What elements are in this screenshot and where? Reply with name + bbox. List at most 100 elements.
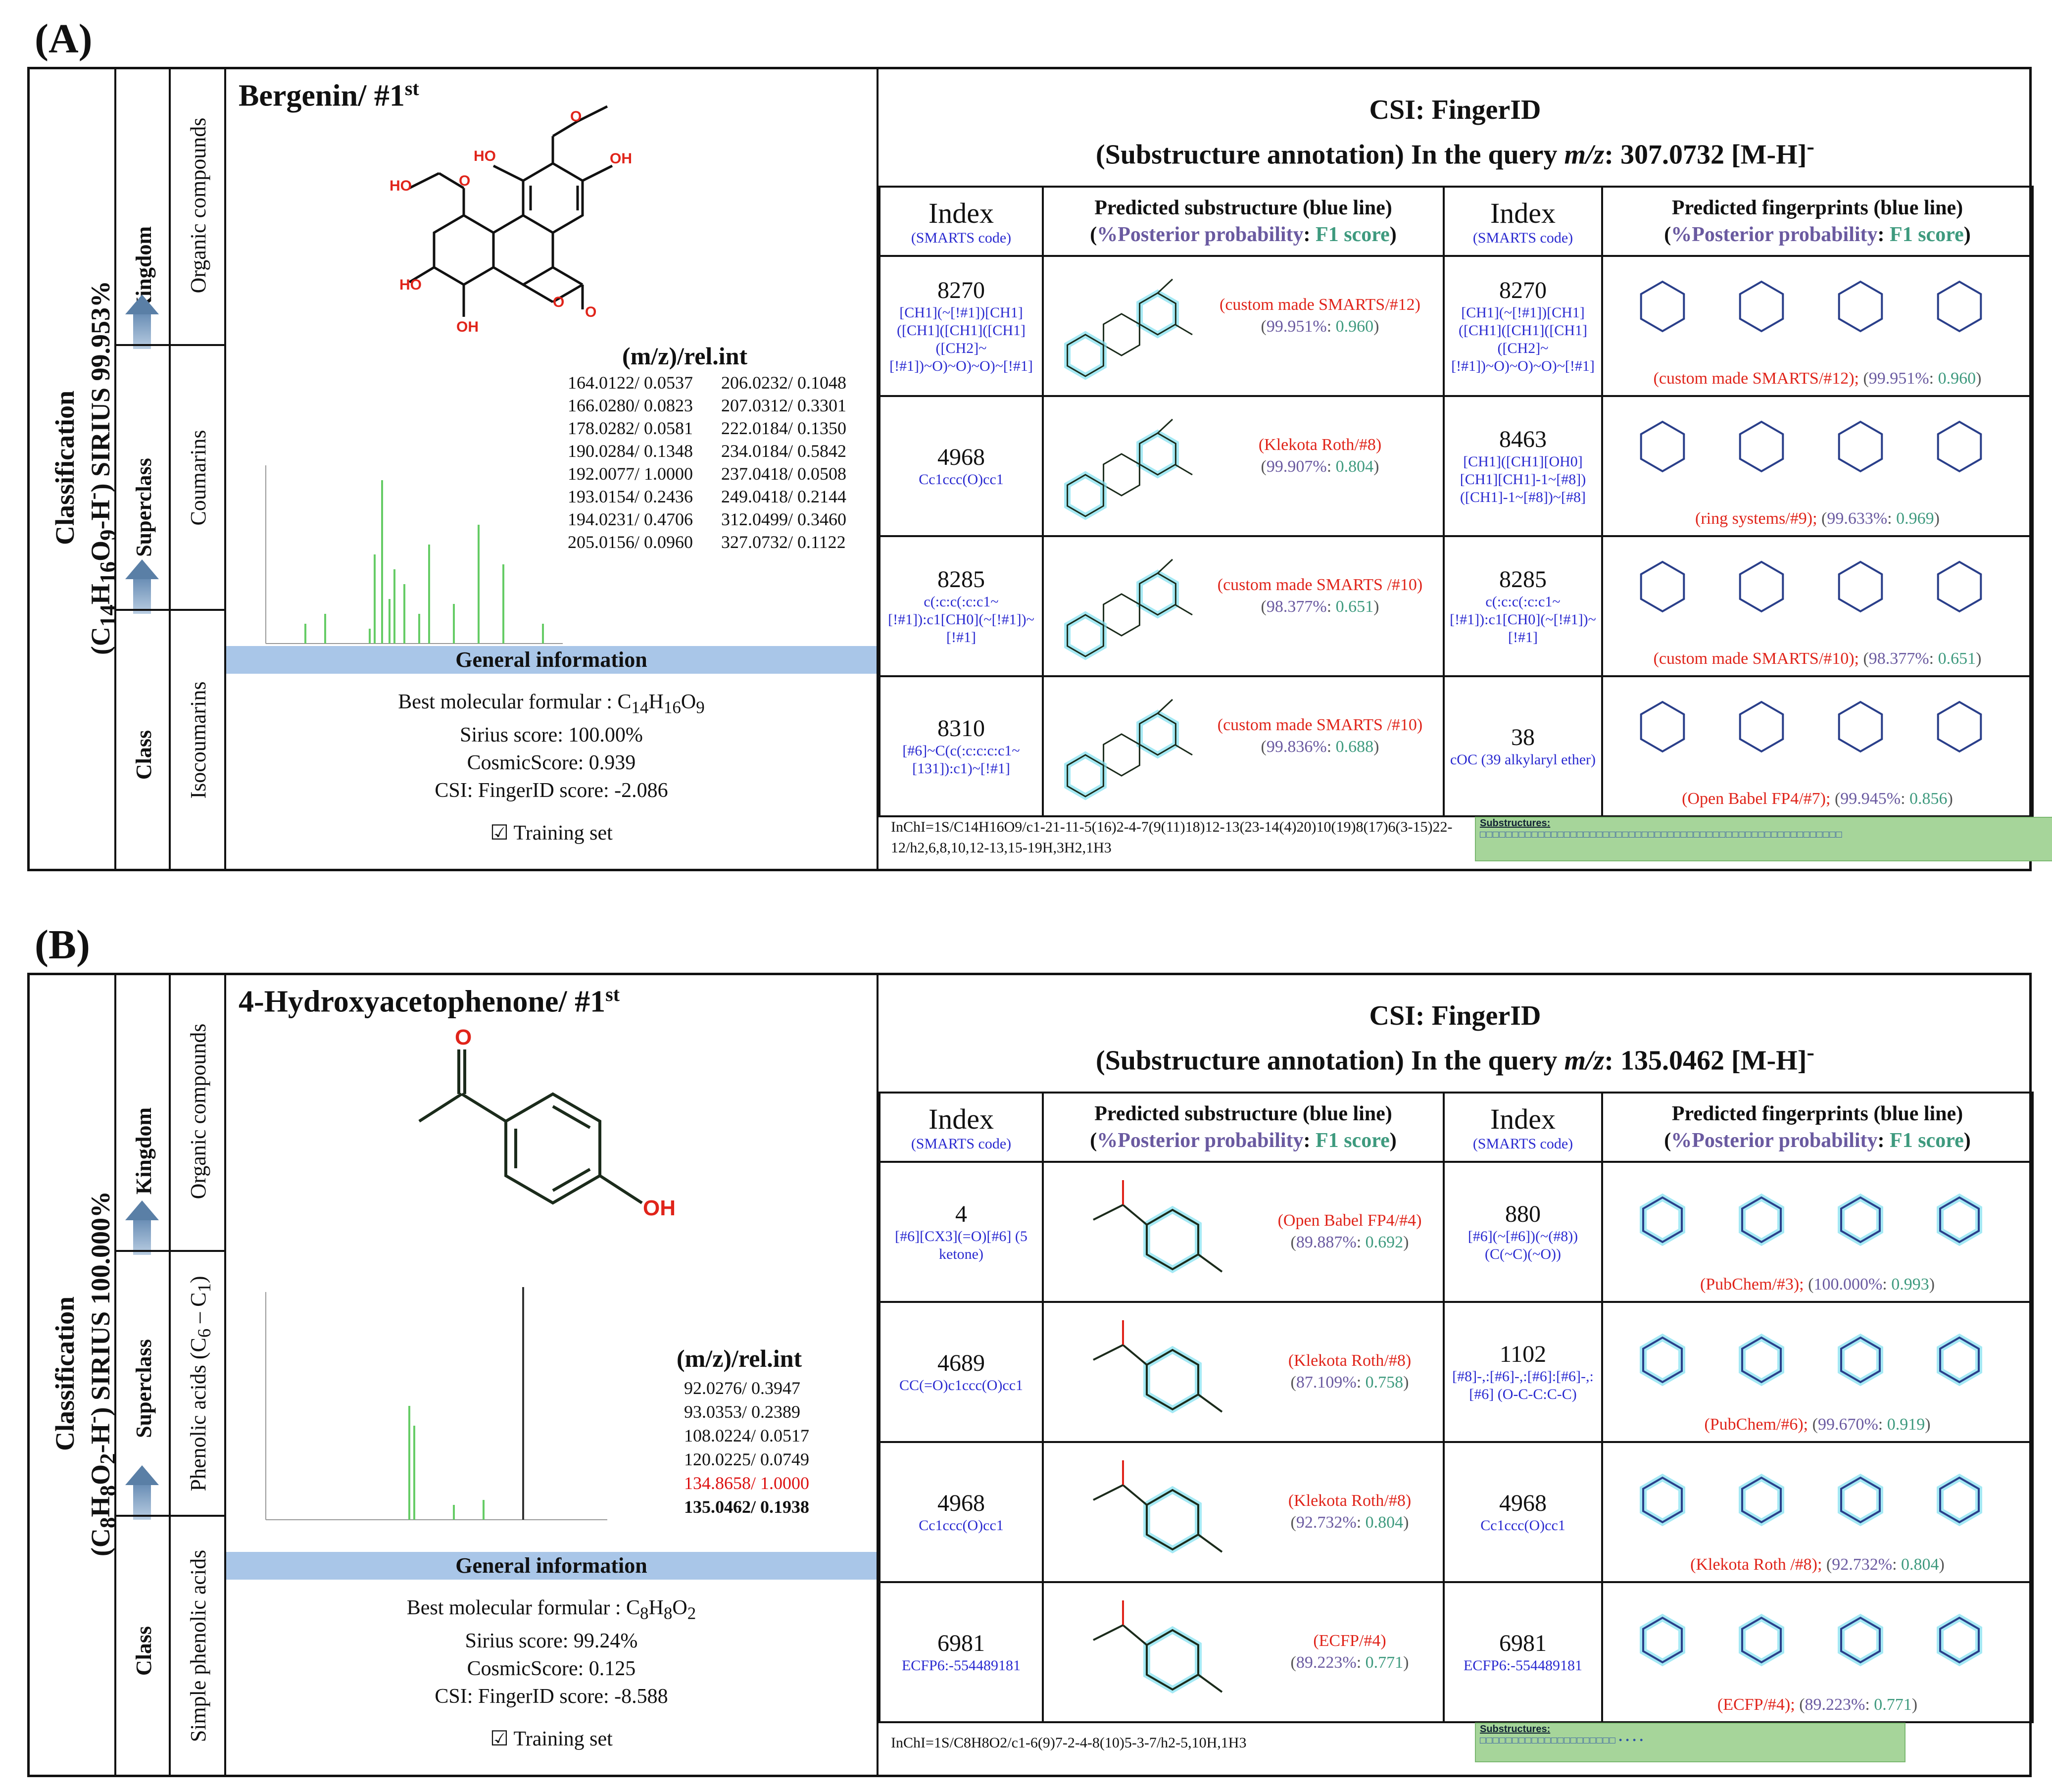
fingerprint-molecules-icon — [1640, 1473, 1982, 1527]
compound-title: 4-Hydroxyacetophenone/ #1st — [239, 983, 620, 1019]
sirius-score: Sirius score: 100.00% — [460, 724, 643, 747]
csi-score: CSI: FingerID score: -2.086 — [435, 779, 668, 802]
header-predicted-fingerprints: Predicted fingerprints (blue line) (%Post… — [1601, 186, 2034, 257]
panel-a-frame: Classification (C14H16O9-H-) SIRIUS 99.9… — [27, 67, 2052, 871]
svg-text:OH: OH — [643, 1196, 676, 1220]
svg-text:O: O — [459, 173, 470, 189]
table-row: 8285 c(:c:c(:c:c1~[!#1]):c1[CH0](~[!#1])~… — [879, 535, 2034, 677]
fingerprint-molecules-icon — [1640, 560, 1982, 613]
panel-b-label: (B) — [35, 922, 90, 968]
level-column: Kingdom Superclass Class — [116, 69, 171, 869]
arrow-up-icon — [125, 295, 159, 349]
substructure-squares-icon: □□□□□□□□□□□□□□□□□□□□□ • • • • — [1480, 1735, 1644, 1746]
formula-label: (C14H16O9-H-) SIRIUS 99.953% — [80, 280, 120, 655]
header-predicted-fingerprints: Predicted fingerprints (blue line) (%Post… — [1601, 1092, 2034, 1163]
general-info-bar: General information — [226, 646, 877, 674]
svg-text:HO: HO — [390, 178, 412, 194]
hydroxyacetophenone-structure-icon: O OH — [418, 1025, 676, 1220]
inchi-string: InChI=1S/C14H16O9/c1-21-11-5(16)2-4-7(9(… — [891, 819, 1453, 856]
table-row: 6981 ECFP6:-554489181 (ECFP/#4) (89.223%: … — [879, 1581, 2034, 1723]
classification-column: Classification (C14H16O9-H-) SIRIUS 99.9… — [30, 69, 120, 869]
peak-list-left: 164.0122/ 0.0537 166.0280/ 0.0823 178.0282… — [568, 373, 693, 552]
csi-score: CSI: FingerID score: -8.588 — [435, 1685, 668, 1708]
substructure-molecule-icon — [1093, 1460, 1223, 1554]
table-row: 4 [#6][CX3](=O)[#6] (5 ketone) (Open Babe… — [879, 1161, 2034, 1303]
value-column: Organic compounds Phenolic acids (C6 – C… — [116, 975, 226, 1775]
svg-text:HO: HO — [399, 277, 422, 293]
header-index: Index (SMARTS code) — [879, 186, 1044, 257]
peak-list: 92.0276/ 0.3947 93.0353/ 0.2389 108.0224/ … — [684, 1378, 810, 1517]
substructures-box: Substructures: □□□□□□□□□□□□□□□□□□□□□ • •… — [1475, 1723, 1905, 1762]
inchi-string: InChI=1S/C8H8O2/c1-6(9)7-2-4-8(10)5-3-7/… — [891, 1735, 1247, 1751]
fingerprint-molecules-icon — [1640, 280, 1982, 333]
table-row: 8270 [CH1](~[!#1])[CH1]([CH1]([CH1]([CH1]… — [879, 255, 2034, 397]
training-set-checkbox: ☑ Training set — [490, 1728, 613, 1751]
value-superclass: Phenolic acids (C6 – C1) — [186, 1276, 214, 1492]
value-class: Simple phenolic acids — [186, 1549, 210, 1742]
substructure-molecule-icon — [1093, 1600, 1223, 1694]
csi-title: CSI: FingerID (Substructure annotation) … — [1096, 95, 1814, 170]
cosmic-score: CosmicScore: 0.125 — [467, 1657, 636, 1681]
header-index: Index (SMARTS code) — [1443, 186, 1603, 257]
svg-text:OH: OH — [456, 319, 479, 335]
best-formula: Best molecular formular : C8H8O2 — [406, 1596, 696, 1623]
general-info: Best molecular formular : C14H16O9 Siriu… — [226, 688, 877, 847]
classification-label: Classification — [50, 391, 80, 546]
substructure-molecule-icon — [1064, 418, 1193, 520]
compound-title: Bergenin/ #1st — [239, 77, 419, 113]
classification-column: Classification (C8H8O2-H-) SIRIUS 100.00… — [30, 975, 120, 1775]
level-superclass: Superclass — [132, 1339, 156, 1438]
arrow-up-icon — [125, 1465, 159, 1520]
header-index: Index (SMARTS code) — [879, 1092, 1044, 1163]
fingerprint-molecules-icon — [1640, 1613, 1982, 1667]
table-row: 4689 CC(=O)c1ccc(O)cc1 (Klekota Roth/#8)(… — [879, 1301, 2034, 1443]
ms2-spectrum-b — [265, 1287, 607, 1520]
peak-list-right: 206.0232/ 0.1048 207.0312/ 0.3301 222.0184… — [721, 373, 847, 552]
level-class: Class — [132, 730, 156, 780]
svg-text:OH: OH — [610, 150, 632, 167]
panel-a-label: (A) — [35, 16, 93, 62]
fingerprint-molecules-icon — [1640, 700, 1982, 753]
header-predicted-substructure: Predicted substructure (blue line) (%Post… — [1042, 1092, 1445, 1163]
fingerprint-molecules-icon — [1640, 420, 1982, 473]
general-info-bar: General information — [226, 1552, 877, 1580]
cosmic-score: CosmicScore: 0.939 — [467, 751, 636, 775]
value-superclass: Coumarins — [186, 430, 210, 526]
training-set-checkbox: ☑ Training set — [490, 822, 613, 845]
level-class: Class — [132, 1626, 156, 1676]
table-row: 4968 Cc1ccc(O)cc1 (Klekota Roth/#8) (92.73… — [879, 1441, 2034, 1583]
compound-column: 4-Hydroxyacetophenone/ #1st O OH (m/z)/re… — [226, 975, 879, 1775]
csi-title: CSI: FingerID (Substructure annotation) … — [1096, 1000, 1814, 1076]
mz-header: (m/z)/rel.int — [622, 342, 748, 370]
header-index: Index (SMARTS code) — [1443, 1092, 1603, 1163]
ms2-spectrum-a — [265, 465, 563, 644]
value-column: Organic compounds Coumarins Isocoumarins — [116, 69, 226, 869]
panel-b-frame: Classification (C8H8O2-H-) SIRIUS 100.00… — [27, 973, 2034, 1777]
formula-label: (C8H8O2-H-) SIRIUS 100.000% — [80, 1191, 120, 1557]
substructure-table-b: Index (SMARTS code) Predicted substructur… — [879, 1092, 2034, 1723]
fingerprint-molecules-icon — [1640, 1193, 1982, 1246]
substructure-squares-icon: □□□□□□□□□□□□□□□□□□□□□□□□□□□□□□□□□□□□□□□□… — [1480, 829, 1843, 840]
table-row: 8310 [#6]~C(c(:c:c:c:c1~[131]):c1)~[!#1] … — [879, 675, 2034, 817]
substructure-molecule-icon — [1093, 1320, 1223, 1414]
general-info: Best molecular formular : C8H8O2 Sirius … — [226, 1594, 877, 1753]
substructure-molecule-icon — [1064, 558, 1193, 660]
fingerprint-molecules-icon — [1640, 1333, 1982, 1387]
value-kingdom: Organic compounds — [186, 1023, 210, 1199]
substructure-table-a: Index (SMARTS code) Predicted substructur… — [879, 186, 2034, 817]
sirius-score: Sirius score: 99.24% — [465, 1630, 638, 1653]
substructure-molecule-icon — [1064, 698, 1193, 800]
arrow-up-icon — [125, 1200, 159, 1255]
svg-text:O: O — [455, 1025, 472, 1049]
header-predicted-substructure: Predicted substructure (blue line) (%Post… — [1042, 186, 1445, 257]
arrow-up-icon — [125, 559, 159, 614]
svg-text:O: O — [570, 108, 582, 125]
mz-header: (m/z)/rel.int — [677, 1344, 802, 1372]
substructure-molecule-icon — [1093, 1180, 1223, 1274]
substructure-molecule-icon — [1064, 278, 1193, 380]
value-kingdom: Organic compounds — [186, 117, 210, 294]
level-column: Kingdom Superclass Class — [116, 975, 171, 1775]
best-formula: Best molecular formular : C14H16O9 — [398, 691, 705, 717]
